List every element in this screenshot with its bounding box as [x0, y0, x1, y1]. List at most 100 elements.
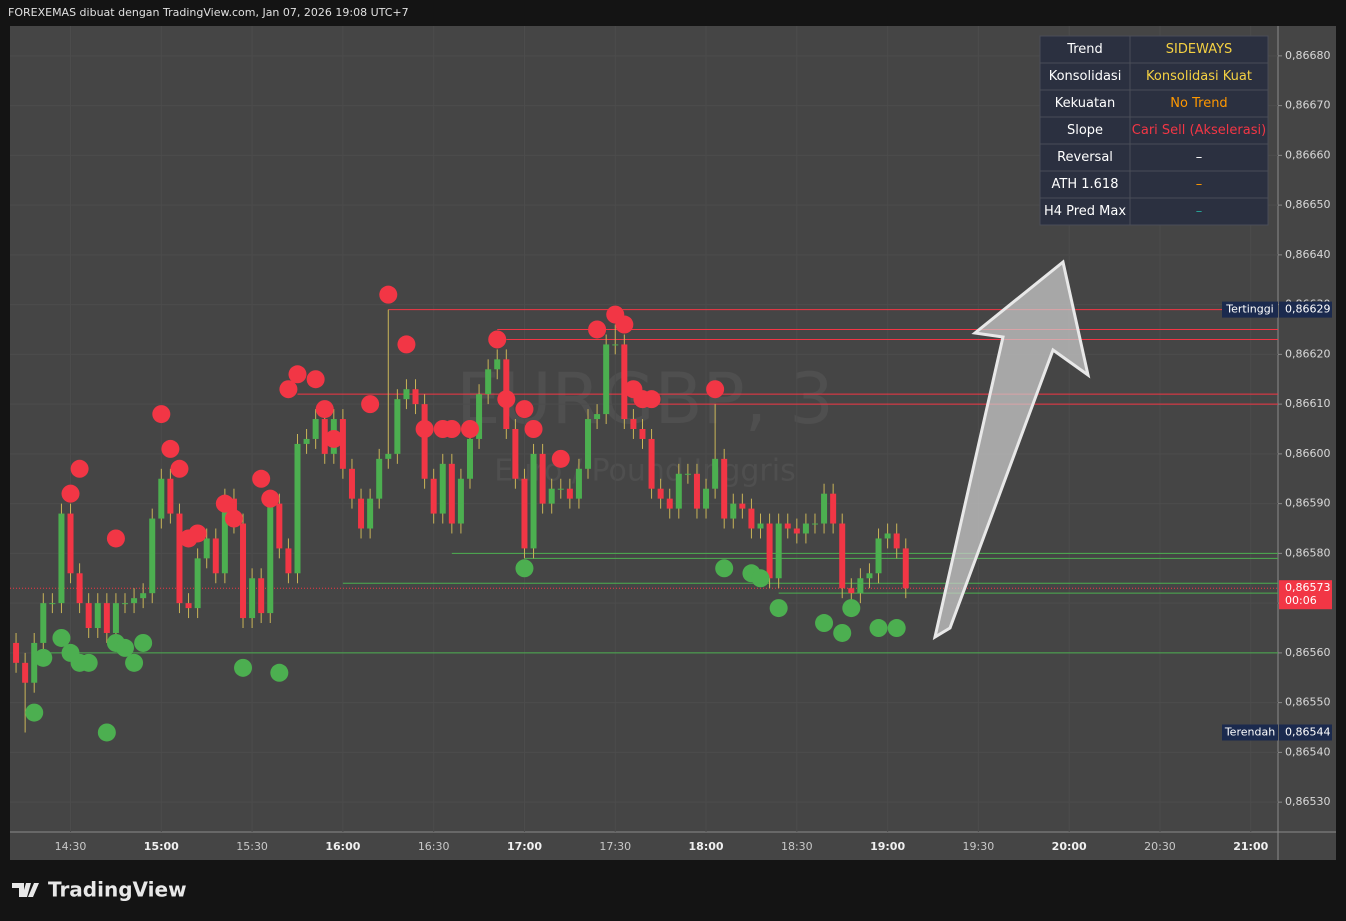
candle-body [76, 573, 83, 604]
candle-body [339, 419, 346, 469]
candle-body [775, 523, 782, 579]
candle-body [539, 453, 546, 504]
candle-body [212, 538, 219, 574]
candle-body [258, 578, 265, 614]
candle-body [657, 488, 664, 499]
signal-dot [715, 559, 734, 578]
logo: TradingView [12, 878, 187, 902]
table-value: – [1196, 204, 1203, 219]
x-tick-label: 16:00 [325, 840, 360, 853]
price-label-box [1222, 301, 1278, 318]
candle-body [793, 528, 800, 534]
candle-body [703, 488, 710, 509]
signal-dot [442, 420, 461, 438]
candle-body [594, 414, 601, 420]
signal-dot [106, 529, 125, 548]
table-value: – [1196, 177, 1203, 192]
signal-dot [551, 449, 570, 468]
candle-body [348, 468, 355, 499]
signal-dot [125, 653, 144, 672]
candle-body [448, 463, 455, 524]
candle-body [585, 419, 592, 469]
candle-body [830, 493, 837, 524]
x-tick-label: 15:00 [144, 840, 179, 853]
signal-dot [769, 599, 788, 618]
candle-body [439, 463, 446, 514]
signal-dot [315, 400, 334, 419]
price-label-value-box [1279, 724, 1332, 741]
y-tick-label: 0,86620 [1285, 347, 1331, 360]
signal-dot [61, 484, 80, 503]
signal-dot [152, 405, 171, 424]
signal-dot [134, 633, 153, 652]
candle-body [748, 508, 755, 529]
signal-dot [379, 285, 398, 304]
table-label: Slope [1067, 123, 1103, 138]
last-price-box [1279, 580, 1332, 610]
signal-dot [324, 429, 343, 448]
signal-dot [869, 619, 888, 638]
candle-body [285, 548, 292, 574]
signal-dot [270, 663, 289, 682]
x-tick-label: 16:30 [418, 840, 450, 853]
signal-dot [588, 320, 607, 339]
candle-body [902, 548, 909, 589]
table-label: H4 Pred Max [1044, 204, 1126, 219]
candle-body [857, 578, 864, 594]
candle-body [648, 438, 655, 489]
table-cell [1129, 197, 1269, 226]
table-label: Kekuatan [1055, 96, 1116, 111]
signal-dot [97, 723, 116, 742]
candle-body [521, 478, 528, 549]
signal-dot [25, 703, 44, 722]
plot [10, 285, 1278, 742]
candle-body [621, 344, 628, 420]
candle-body [866, 573, 873, 579]
table-value: – [1196, 150, 1203, 165]
table-label: Reversal [1057, 150, 1113, 165]
logo-text: TradingView [48, 878, 187, 902]
candle-body [421, 404, 428, 479]
candle-body [603, 344, 610, 415]
candle-body [267, 503, 274, 614]
candle-body [13, 642, 20, 663]
candle-body [612, 344, 619, 346]
candle-body [194, 558, 201, 609]
candle-body [376, 458, 383, 499]
candle-body [358, 498, 365, 529]
candle-body [566, 488, 573, 499]
signal-dot [161, 439, 180, 458]
candle-body [430, 478, 437, 514]
signal-dot [288, 365, 307, 384]
candle-body [140, 593, 147, 599]
y-tick-label: 0,86650 [1285, 198, 1331, 211]
signal-dot [833, 623, 852, 642]
candle-body [321, 419, 328, 454]
table-cell [1129, 143, 1269, 172]
candle-body [548, 488, 555, 504]
candle-body [802, 523, 809, 534]
x-tick-label: 21:00 [1233, 840, 1268, 853]
logo-icon [12, 883, 39, 897]
candle-body [158, 478, 165, 519]
signal-dot [460, 420, 479, 438]
table-cell [1039, 170, 1131, 199]
signal-dot [497, 390, 516, 409]
candle-body [112, 603, 119, 633]
candle-body [167, 478, 174, 514]
candle-body [40, 603, 47, 643]
candle-body [684, 473, 691, 475]
signal-dot [306, 370, 325, 389]
candle-body [730, 503, 737, 519]
candle-body [240, 523, 247, 619]
signal-dot [488, 330, 507, 349]
table-cell [1129, 89, 1269, 118]
price-label-value: 0,86544 [1285, 725, 1331, 738]
signal-dot [261, 489, 280, 508]
signal-dot [170, 459, 189, 478]
x-tick-label: 17:00 [507, 840, 542, 853]
candle-body [875, 538, 882, 574]
y-tick-label: 0,86640 [1285, 248, 1331, 261]
x-tick-label: 18:00 [689, 840, 724, 853]
